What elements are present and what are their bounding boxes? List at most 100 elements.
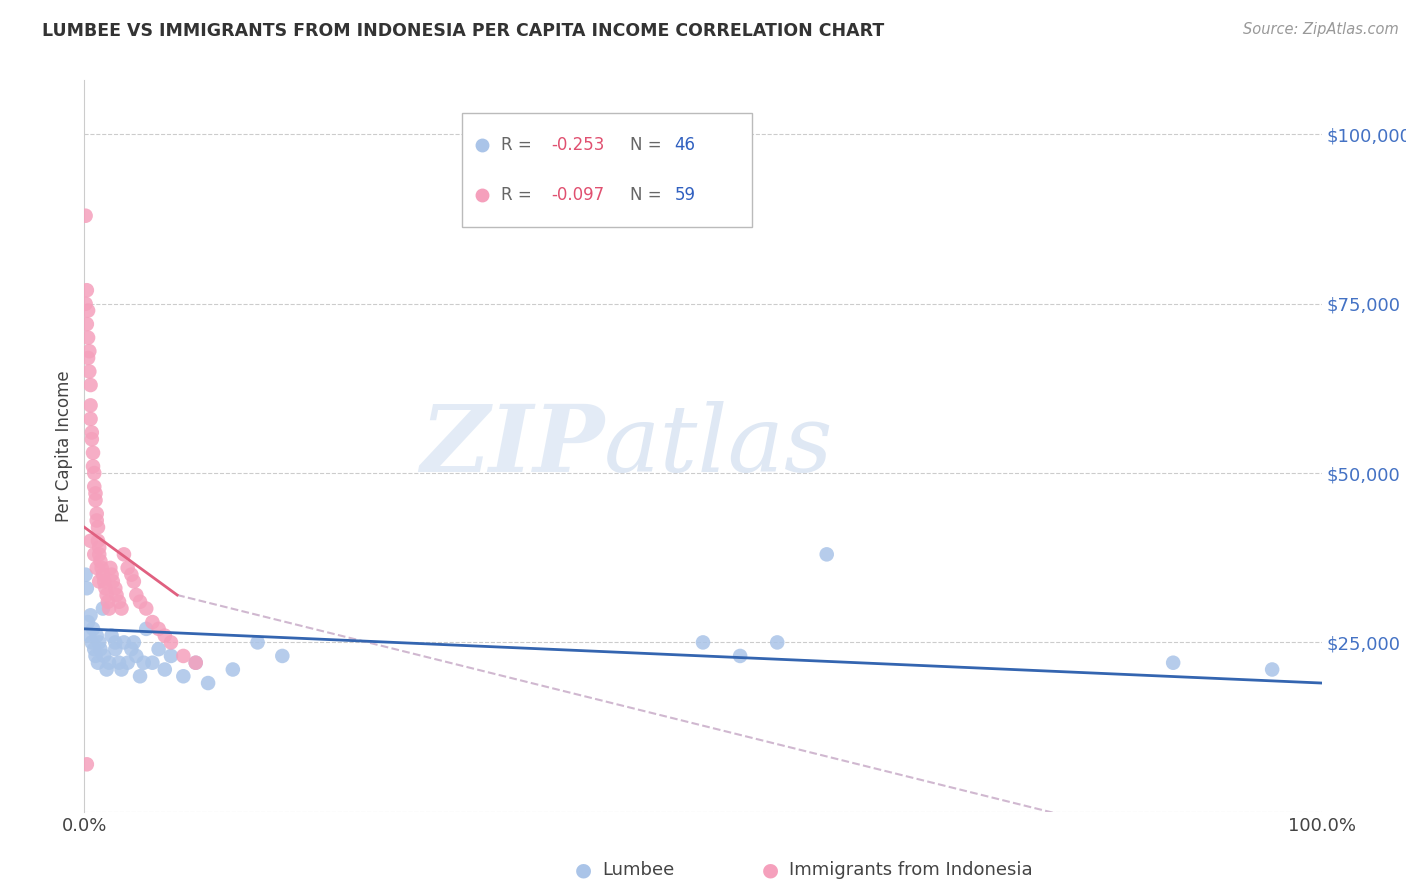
Point — [83, 480, 105, 494]
Point — [148, 622, 170, 636]
Point — [82, 622, 104, 636]
Text: R =: R = — [502, 136, 537, 154]
Point — [122, 635, 145, 649]
Point — [172, 648, 194, 663]
Point — [184, 656, 207, 670]
Point — [76, 317, 98, 331]
Point — [87, 533, 110, 548]
Point — [91, 567, 114, 582]
Point — [77, 351, 100, 365]
Point — [117, 656, 139, 670]
Point — [86, 507, 108, 521]
Point — [94, 581, 117, 595]
Point — [84, 486, 107, 500]
Point — [98, 601, 121, 615]
Point — [110, 663, 132, 677]
Point — [104, 642, 127, 657]
Point — [77, 303, 100, 318]
Point — [75, 567, 97, 582]
Point — [141, 615, 163, 629]
Point — [89, 547, 111, 561]
Text: Source: ZipAtlas.com: Source: ZipAtlas.com — [1243, 22, 1399, 37]
Text: -0.253: -0.253 — [551, 136, 605, 154]
Point — [89, 574, 111, 589]
Point — [96, 663, 118, 677]
Point — [90, 561, 112, 575]
Point — [135, 622, 157, 636]
Point — [80, 425, 103, 440]
Point — [110, 601, 132, 615]
Point — [84, 493, 107, 508]
Point — [108, 595, 131, 609]
Point — [79, 344, 101, 359]
Point — [79, 364, 101, 378]
Point — [1161, 656, 1184, 670]
Point — [98, 561, 121, 575]
Point — [104, 581, 127, 595]
Point — [160, 635, 183, 649]
Text: Immigrants from Indonesia: Immigrants from Indonesia — [789, 861, 1032, 879]
Point — [120, 642, 142, 657]
Point — [112, 635, 135, 649]
Point — [76, 757, 98, 772]
Point — [98, 656, 121, 670]
Point — [222, 663, 245, 677]
Point — [153, 663, 176, 677]
Point — [184, 656, 207, 670]
Point — [815, 547, 838, 561]
Point — [89, 541, 111, 555]
Point — [76, 581, 98, 595]
Point — [148, 642, 170, 657]
Point — [93, 574, 115, 589]
Point — [79, 378, 101, 392]
Point — [76, 283, 98, 297]
Text: atlas: atlas — [605, 401, 834, 491]
Text: Lumbee: Lumbee — [602, 861, 673, 879]
Text: 46: 46 — [675, 136, 696, 154]
Point — [79, 629, 101, 643]
Point — [125, 648, 148, 663]
Point — [75, 297, 97, 311]
Text: ZIP: ZIP — [420, 401, 605, 491]
Text: -0.097: -0.097 — [551, 186, 605, 204]
Text: LUMBEE VS IMMIGRANTS FROM INDONESIA PER CAPITA INCOME CORRELATION CHART: LUMBEE VS IMMIGRANTS FROM INDONESIA PER … — [42, 22, 884, 40]
Point — [80, 635, 103, 649]
Text: N =: N = — [630, 186, 666, 204]
Point — [86, 514, 108, 528]
Point — [77, 615, 100, 629]
Point — [135, 601, 157, 615]
Point — [79, 398, 101, 412]
Point — [132, 656, 155, 670]
Point — [125, 588, 148, 602]
Point — [82, 446, 104, 460]
Point — [1261, 663, 1284, 677]
Point — [692, 635, 714, 649]
Point — [129, 669, 152, 683]
Point — [96, 588, 118, 602]
Point — [86, 629, 108, 643]
Point — [91, 601, 114, 615]
Point — [86, 561, 108, 575]
Point — [89, 635, 111, 649]
Point — [160, 648, 183, 663]
Y-axis label: Per Capita Income: Per Capita Income — [55, 370, 73, 522]
Text: ●: ● — [762, 860, 779, 880]
Point — [84, 648, 107, 663]
Point — [197, 676, 219, 690]
Point — [79, 608, 101, 623]
Text: 59: 59 — [675, 186, 696, 204]
Point — [93, 648, 115, 663]
Point — [101, 574, 124, 589]
Text: N =: N = — [630, 136, 666, 154]
Point — [271, 648, 294, 663]
Point — [80, 432, 103, 446]
Point — [105, 588, 128, 602]
Point — [89, 642, 111, 657]
Point — [87, 656, 110, 670]
Point — [79, 412, 101, 426]
Point — [246, 635, 269, 649]
Point — [83, 466, 105, 480]
Point — [120, 567, 142, 582]
Point — [79, 533, 101, 548]
Point — [129, 595, 152, 609]
